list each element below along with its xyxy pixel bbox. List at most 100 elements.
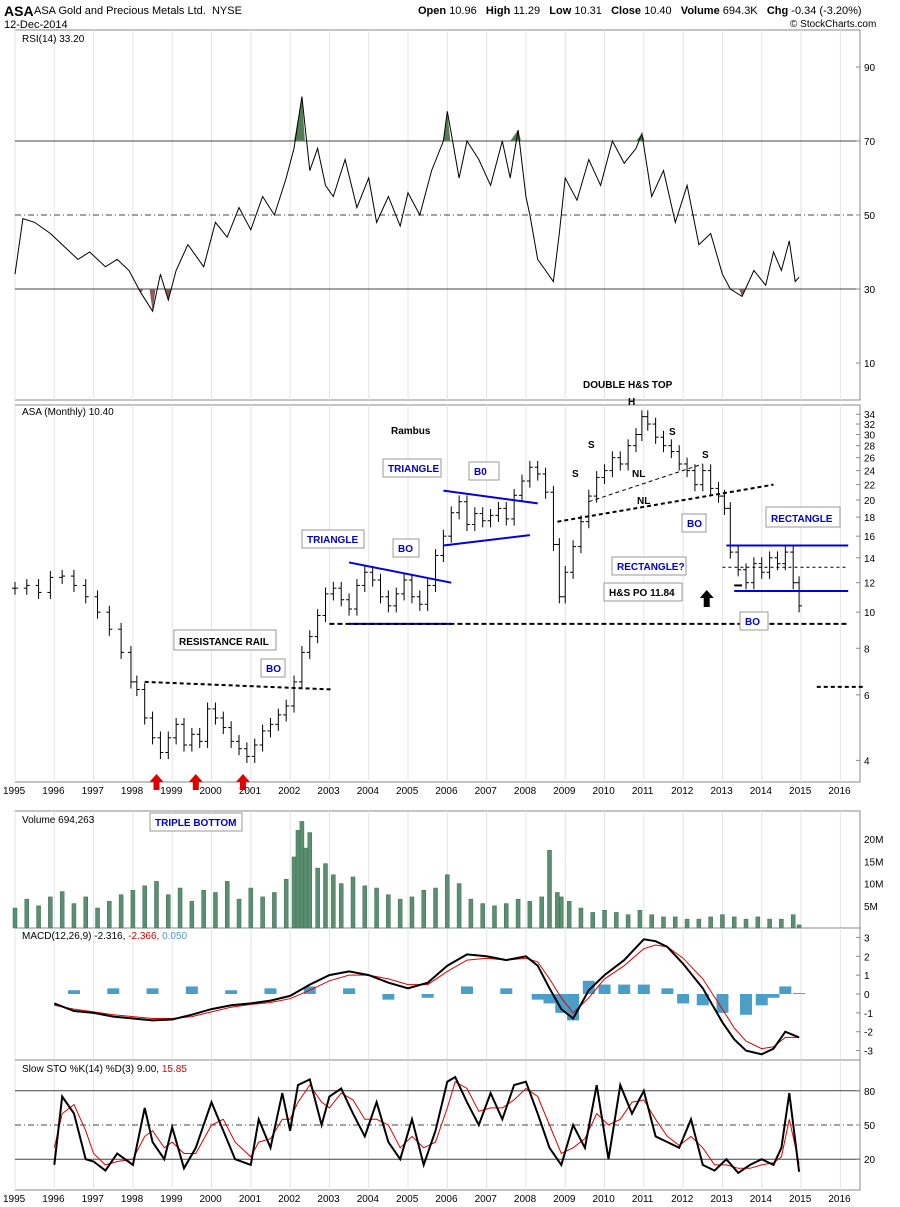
macd-histogram-bar [264, 988, 277, 994]
volume-bar [696, 918, 702, 929]
volume-tick-label: 20M [864, 835, 883, 846]
volume-bar [283, 878, 289, 929]
bottom-x-axis-year-label: 2009 [553, 1194, 576, 1205]
macd-axis-tick-label: 3 [864, 933, 870, 944]
rsi-axis-tick-label: 50 [864, 211, 876, 222]
macd-histogram-bar [460, 986, 473, 994]
macd-histogram-bar [555, 994, 568, 1013]
rectangle-label-box [765, 506, 841, 528]
volume-bar [236, 898, 242, 929]
volume-bar [590, 912, 595, 929]
price-axis-tick-label: 12 [864, 579, 876, 590]
volume-bar [547, 850, 552, 929]
volume-bar [708, 916, 713, 929]
price-x-axis-year-label: 2001 [239, 786, 262, 797]
price-axis-tick-label: 28 [864, 442, 876, 453]
double-hs-title: DOUBLE H&S TOP [583, 380, 673, 391]
price-axis-tick-label: 16 [864, 532, 876, 543]
price-x-axis-year-label: 1999 [160, 786, 183, 797]
breakout-label-box [392, 538, 420, 558]
bottom-x-axis-year-label: 2001 [239, 1194, 262, 1205]
chart-date: 12-Dec-2014 [4, 19, 68, 31]
macd-histogram-bar [225, 990, 238, 994]
volume-bar [492, 905, 497, 929]
macd-value: MACD(12,26,9) -2.316, [22, 931, 128, 942]
rsi-overbought-fill [443, 111, 451, 141]
volume-bar [527, 901, 533, 929]
volume-bar [130, 890, 136, 929]
price-x-axis-year-label: 2011 [632, 786, 654, 797]
macd-histogram-value: 0.050 [162, 931, 187, 942]
bottom-x-axis-year-label: 2015 [789, 1194, 812, 1205]
bottom-x-axis-year-label: 2008 [514, 1194, 537, 1205]
bottom-x-axis-year-label: 2012 [671, 1194, 694, 1205]
rsi-title: RSI(14) 33.20 [22, 34, 85, 45]
volume-tick-label: 10M [864, 880, 883, 891]
volume-bar [248, 887, 254, 929]
watermark: © StockCharts.com [790, 19, 877, 30]
triangle-label-box [301, 529, 365, 549]
red-up-arrow [235, 774, 250, 790]
price-axis-tick-label: 14 [864, 554, 876, 565]
price-axis-tick-label: 10 [864, 608, 876, 619]
breakout-label: BO [745, 617, 760, 628]
volume-bar [796, 924, 802, 929]
breakout-label-box [739, 611, 769, 631]
volume-bar [303, 847, 309, 929]
volume-bar [480, 903, 485, 929]
red-up-arrow [149, 774, 164, 790]
volume-bar [433, 887, 438, 929]
volume-bar [59, 891, 65, 929]
volume-bar [338, 883, 344, 929]
head-label: H [628, 397, 635, 408]
volume-bar [386, 894, 391, 929]
price-x-axis-year-label: 2006 [435, 786, 458, 797]
volume-bar [166, 894, 171, 929]
volume-bar [374, 887, 379, 929]
price-x-axis-year-label: 1995 [3, 786, 26, 797]
shoulder-label: S [702, 450, 709, 461]
volume-bar [625, 914, 631, 929]
macd-histogram-bar [185, 986, 198, 994]
macd-histogram-bar [531, 994, 544, 1000]
macd-axis-tick-label: 2 [864, 952, 870, 963]
macd-axis-tick-label: 1 [864, 971, 870, 982]
stochastic-axis-tick-label: 20 [864, 1155, 876, 1166]
rsi-oversold-fill [739, 289, 746, 297]
volume-bar [397, 898, 403, 929]
price-x-axis-year-label: 1998 [121, 786, 144, 797]
bottom-x-axis-year-label: 2006 [435, 1194, 458, 1205]
price-x-axis-year-label: 2003 [317, 786, 340, 797]
volume-bar [272, 892, 277, 929]
volume-bar [409, 896, 415, 929]
company-name: ASA Gold and Precious Metals Ltd. NYSE [34, 5, 242, 17]
volume-bar [95, 907, 100, 929]
volume-bar [291, 856, 297, 929]
bottom-x-axis-year-label: 2007 [475, 1194, 498, 1205]
macd-histogram-bar [755, 994, 768, 1006]
volume-bar [445, 874, 450, 929]
price-x-axis-year-label: 2016 [828, 786, 851, 797]
volume-bar [331, 874, 336, 929]
triple-bottom-label-box [149, 812, 243, 832]
macd-line [53, 938, 800, 1056]
macd-panel-frame [14, 927, 861, 1061]
rectangle-question-label-box [611, 556, 687, 576]
price-x-axis-year-label: 2004 [357, 786, 380, 797]
macd-histogram-bar [582, 980, 595, 994]
rsi-axis-tick-label: 30 [864, 285, 876, 296]
breakout-label-box [468, 461, 500, 481]
price-x-axis-year-label: 2012 [671, 786, 694, 797]
volume-bar [142, 885, 147, 929]
macd-histogram-bar [677, 994, 690, 1004]
price-axis-tick-label: 6 [864, 691, 870, 702]
price-axis-tick-label: 18 [864, 513, 876, 524]
resistance-rail-label: RESISTANCE RAIL [179, 637, 269, 648]
volume-bar [189, 901, 195, 929]
macd-histogram-bar [67, 990, 80, 994]
price-axis-tick-label: 34 [864, 410, 876, 421]
rsi-axis-tick-label: 10 [864, 359, 876, 370]
volume-bar [362, 885, 368, 929]
macd-histogram-bar [661, 988, 674, 994]
price-axis-tick-label: 20 [864, 496, 876, 507]
